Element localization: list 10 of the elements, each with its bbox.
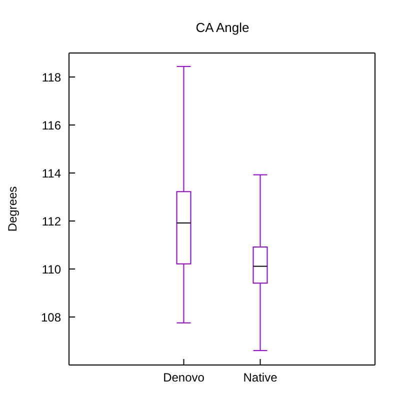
y-tick-label: 116 xyxy=(42,118,62,132)
y-tick-label: 110 xyxy=(42,262,62,276)
x-tick-label: Denovo xyxy=(163,370,205,385)
y-tick-label: 118 xyxy=(42,70,62,84)
x-tick-label: Native xyxy=(243,370,278,385)
y-tick-label: 108 xyxy=(40,310,62,324)
y-tick-label: 114 xyxy=(42,166,62,180)
y-axis-title: Degrees xyxy=(5,186,20,232)
y-tick-label: 112 xyxy=(42,214,62,228)
chart-title: CA Angle xyxy=(194,20,250,35)
